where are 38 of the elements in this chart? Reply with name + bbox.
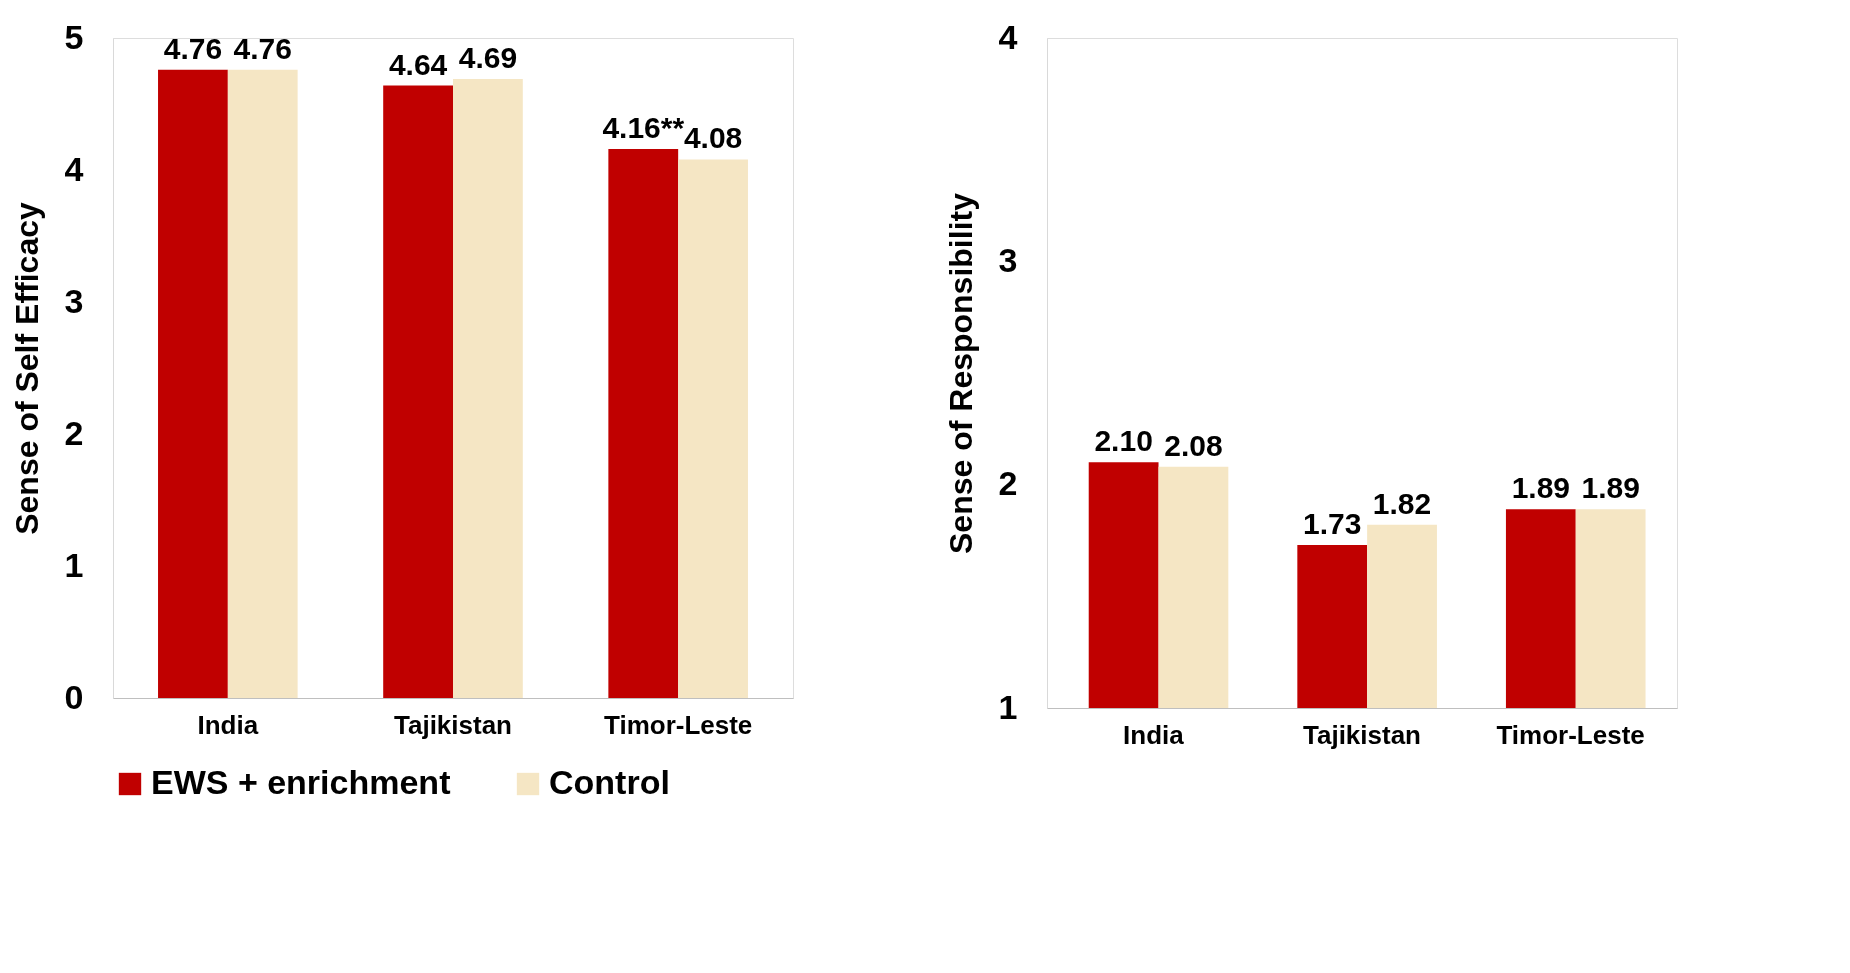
legend-label: Control	[549, 763, 670, 801]
bar	[453, 78, 523, 698]
y-tick-label: 1	[64, 545, 84, 584]
y-tick-label: 3	[998, 240, 1018, 279]
bar	[608, 148, 679, 698]
x-tick-label: India	[197, 709, 259, 740]
data-label: 2.08	[1164, 428, 1223, 462]
data-label: 1.73	[1303, 506, 1362, 540]
y-tick-label: 2	[998, 464, 1018, 503]
data-label: 4.76	[233, 31, 292, 65]
y-axis-title: Sense of Responsibility	[942, 192, 979, 554]
y-tick-label: 2	[64, 413, 84, 452]
bar	[158, 69, 228, 698]
x-tick-label: Tajikistan	[393, 709, 513, 740]
x-tick-label: Timor-Leste	[1496, 719, 1645, 750]
y-tick-label: 5	[64, 17, 84, 56]
legend-label: EWS + enrichment	[151, 763, 451, 801]
data-label: 4.64	[388, 47, 448, 81]
data-label: 1.89	[1581, 471, 1640, 505]
data-label: 4.69	[458, 40, 518, 74]
bar	[383, 85, 453, 698]
y-tick-label: 1	[998, 687, 1018, 726]
y-tick-label: 0	[64, 677, 84, 716]
data-label: 4.08	[683, 121, 743, 155]
data-label: 2.10	[1094, 424, 1153, 458]
data-label: 4.76	[163, 31, 223, 65]
bar	[678, 159, 748, 698]
data-label: 1.89	[1511, 471, 1571, 505]
x-tick-label: Tajikistan	[1302, 719, 1422, 750]
data-label: 4.16**	[602, 110, 685, 144]
data-label: 1.82	[1372, 486, 1432, 520]
x-tick-label: Timor-Leste	[603, 709, 753, 740]
y-tick-label: 4	[64, 149, 84, 188]
y-tick-label: 3	[64, 281, 84, 320]
y-axis-title: Sense of Self Efficacy	[8, 202, 45, 535]
y-tick-label: 4	[998, 17, 1018, 56]
x-tick-label: India	[1123, 719, 1185, 750]
bar	[227, 69, 298, 698]
